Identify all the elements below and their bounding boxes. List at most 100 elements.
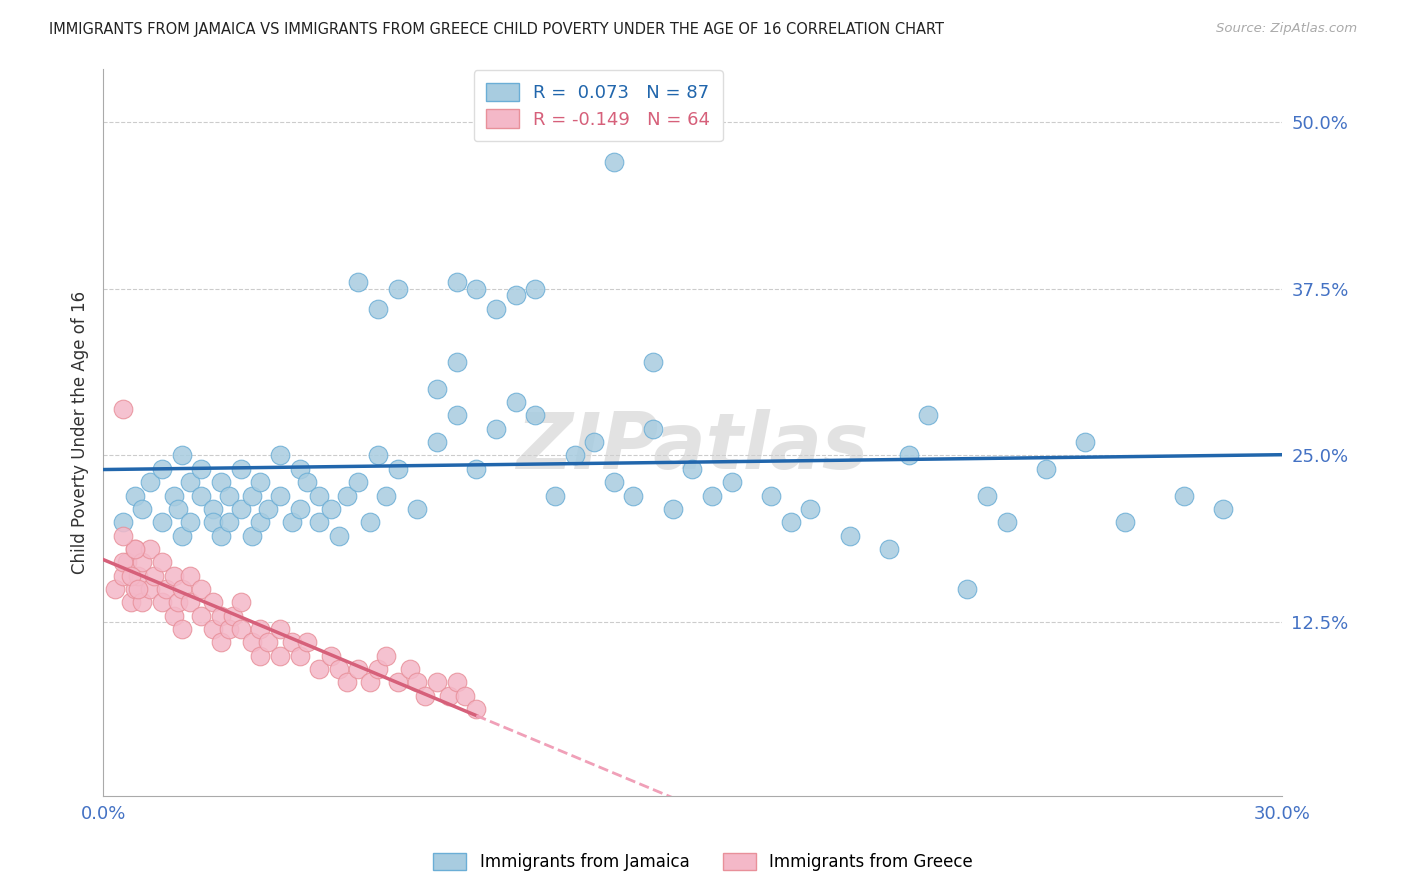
Point — [347, 662, 370, 676]
Point — [328, 528, 350, 542]
Point — [406, 501, 429, 516]
Point — [359, 515, 381, 529]
Point — [956, 582, 979, 596]
Point — [662, 501, 685, 516]
Point — [179, 568, 201, 582]
Point — [505, 395, 527, 409]
Point — [446, 675, 468, 690]
Point — [104, 582, 127, 596]
Point — [995, 515, 1018, 529]
Point — [111, 401, 134, 416]
Point — [583, 435, 606, 450]
Point — [170, 528, 193, 542]
Point — [257, 501, 280, 516]
Point — [347, 275, 370, 289]
Point — [120, 568, 142, 582]
Point — [643, 422, 665, 436]
Point — [700, 489, 723, 503]
Point — [465, 462, 488, 476]
Point — [446, 409, 468, 423]
Legend: R =  0.073   N = 87, R = -0.149   N = 64: R = 0.073 N = 87, R = -0.149 N = 64 — [474, 70, 723, 142]
Point — [1035, 462, 1057, 476]
Point — [524, 409, 547, 423]
Point — [229, 462, 252, 476]
Point — [269, 489, 291, 503]
Text: IMMIGRANTS FROM JAMAICA VS IMMIGRANTS FROM GREECE CHILD POVERTY UNDER THE AGE OF: IMMIGRANTS FROM JAMAICA VS IMMIGRANTS FR… — [49, 22, 945, 37]
Point — [249, 648, 271, 663]
Point — [288, 648, 311, 663]
Point — [269, 449, 291, 463]
Y-axis label: Child Poverty Under the Age of 16: Child Poverty Under the Age of 16 — [72, 291, 89, 574]
Point — [759, 489, 782, 503]
Point — [398, 662, 420, 676]
Point — [367, 449, 389, 463]
Point — [544, 489, 567, 503]
Point — [375, 648, 398, 663]
Point — [218, 622, 240, 636]
Point — [139, 582, 162, 596]
Point — [1212, 501, 1234, 516]
Point — [179, 515, 201, 529]
Point — [387, 462, 409, 476]
Point — [779, 515, 801, 529]
Point — [413, 689, 436, 703]
Point — [242, 528, 264, 542]
Point — [163, 489, 186, 503]
Point — [564, 449, 586, 463]
Point — [143, 568, 166, 582]
Point — [367, 301, 389, 316]
Point — [249, 515, 271, 529]
Point — [170, 622, 193, 636]
Text: ZIPatlas: ZIPatlas — [516, 409, 869, 484]
Point — [155, 582, 177, 596]
Point — [524, 282, 547, 296]
Point — [257, 635, 280, 649]
Point — [111, 568, 134, 582]
Point — [485, 301, 508, 316]
Point — [124, 541, 146, 556]
Point — [218, 515, 240, 529]
Point — [681, 462, 703, 476]
Point — [288, 462, 311, 476]
Point — [426, 435, 449, 450]
Point — [336, 489, 359, 503]
Point — [150, 462, 173, 476]
Point — [505, 288, 527, 302]
Point — [1173, 489, 1195, 503]
Point — [367, 662, 389, 676]
Text: Source: ZipAtlas.com: Source: ZipAtlas.com — [1216, 22, 1357, 36]
Point — [124, 541, 146, 556]
Point — [229, 622, 252, 636]
Point — [453, 689, 475, 703]
Point — [202, 515, 225, 529]
Point — [242, 635, 264, 649]
Point — [269, 648, 291, 663]
Point — [297, 475, 319, 490]
Point — [124, 489, 146, 503]
Point — [249, 475, 271, 490]
Point — [111, 515, 134, 529]
Point — [799, 501, 821, 516]
Point — [120, 595, 142, 609]
Point — [131, 501, 153, 516]
Point — [336, 675, 359, 690]
Point — [190, 582, 212, 596]
Point — [446, 355, 468, 369]
Point — [190, 608, 212, 623]
Point — [209, 635, 232, 649]
Point — [139, 475, 162, 490]
Point — [917, 409, 939, 423]
Point — [387, 282, 409, 296]
Point — [229, 501, 252, 516]
Point — [124, 582, 146, 596]
Point — [209, 528, 232, 542]
Point — [127, 568, 149, 582]
Point — [166, 501, 188, 516]
Point — [150, 555, 173, 569]
Point — [347, 475, 370, 490]
Point — [308, 515, 330, 529]
Point — [166, 595, 188, 609]
Point — [387, 675, 409, 690]
Point — [308, 489, 330, 503]
Point — [202, 622, 225, 636]
